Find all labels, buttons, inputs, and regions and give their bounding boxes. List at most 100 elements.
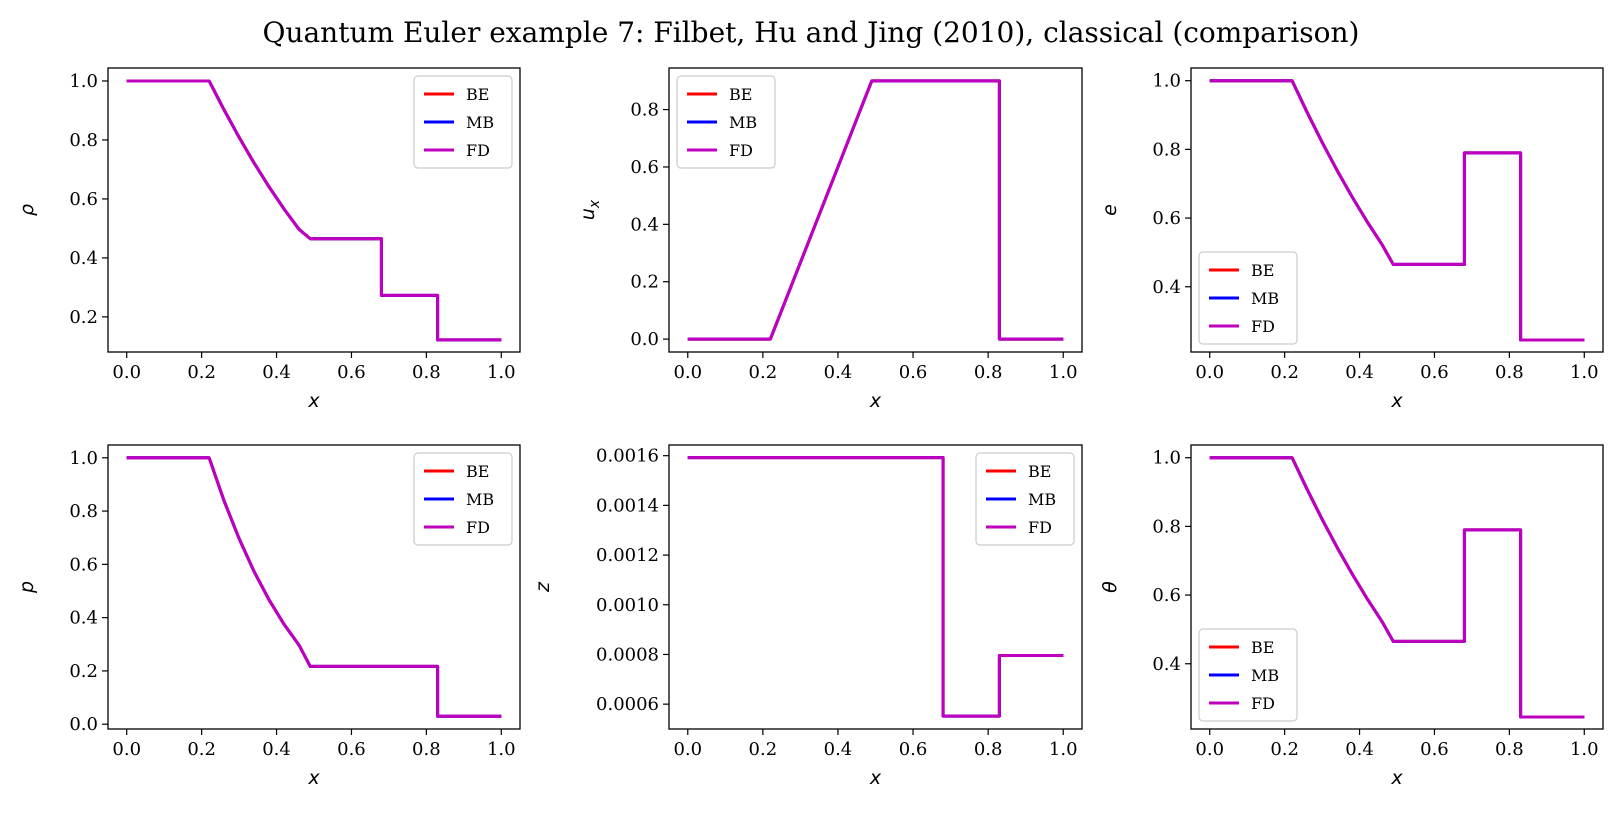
- legend: BE MB FD: [413, 452, 513, 546]
- y-tick-label: 0.4: [69, 248, 98, 269]
- x-axis-label: x: [869, 390, 882, 412]
- y-tick-label: 1.0: [1152, 71, 1181, 92]
- x-tick-label: 0.2: [187, 739, 216, 760]
- axes-frame: [1190, 444, 1604, 730]
- legend-box: [413, 452, 513, 546]
- legend: BE MB FD: [1198, 628, 1298, 722]
- x-tick-label: 0.0: [1195, 362, 1224, 383]
- subplot-3: 0.0 0.2 0.4 0.6 0.8 1.0 0.4 0.6 0.8 1.0 x e BE MB FD: [1099, 67, 1604, 412]
- y-axis-label: ρ: [16, 204, 38, 216]
- x-tick-label: 1.0: [1570, 362, 1599, 383]
- y-tick-label: 0.6: [630, 157, 659, 178]
- y-tick-label: 0.0012: [596, 545, 659, 566]
- y-tick-label: 0.8: [69, 501, 98, 522]
- y-tick-label: 0.0006: [596, 694, 659, 715]
- x-axis-label: x: [307, 767, 320, 789]
- x-tick-label: 0.8: [412, 739, 441, 760]
- series-group: [126, 79, 502, 342]
- legend-label-mb: MB: [466, 113, 494, 132]
- series-group: [687, 79, 1064, 341]
- x-axis-label: x: [1390, 767, 1403, 789]
- x-tick-label: 0.6: [1420, 362, 1449, 383]
- y-tick-label: 0.4: [630, 214, 659, 235]
- axes-frame: [1190, 67, 1604, 353]
- y-tick-label: 0.6: [1152, 208, 1181, 229]
- x-tick-label: 0.8: [974, 362, 1003, 383]
- x-tick-label: 0.6: [899, 362, 928, 383]
- legend-box: [1198, 251, 1298, 345]
- legend-label-mb: MB: [1028, 490, 1056, 509]
- x-tick-label: 0.8: [1495, 739, 1524, 760]
- y-tick-label: 0.6: [1152, 585, 1181, 606]
- series-group: [1209, 79, 1585, 342]
- series-line-fd: [1209, 79, 1585, 342]
- x-tick-label: 0.2: [1270, 739, 1299, 760]
- x-tick-label: 0.0: [112, 739, 141, 760]
- y-tick-label: 0.4: [1152, 654, 1181, 675]
- legend-label-be: BE: [466, 462, 489, 481]
- legend-label-mb: MB: [729, 113, 757, 132]
- axes-frame: [668, 444, 1083, 730]
- legend-label-fd: FD: [729, 141, 753, 160]
- x-tick-label: 0.6: [1420, 739, 1449, 760]
- series-group: [1209, 456, 1585, 719]
- series-line-fd: [687, 79, 1064, 341]
- x-tick-label: 1.0: [487, 362, 516, 383]
- subplot-4: 0.0 0.2 0.4 0.6 0.8 1.0 0.0 0.2 0.4 0.6 0.8 1.0 x p BE…: [16, 444, 521, 789]
- y-axis-label: z: [532, 581, 554, 593]
- x-tick-label: 0.4: [824, 739, 853, 760]
- axes-frame: [668, 67, 1083, 353]
- x-axis-label: x: [307, 390, 320, 412]
- y-tick-label: 0.0: [69, 714, 98, 735]
- legend: BE MB FD: [676, 75, 776, 169]
- x-tick-label: 0.6: [337, 739, 366, 760]
- legend-box: [676, 75, 776, 169]
- y-tick-label: 0.0014: [596, 495, 659, 516]
- legend: BE MB FD: [413, 75, 513, 169]
- legend-label-fd: FD: [1251, 317, 1275, 336]
- x-tick-label: 0.8: [1495, 362, 1524, 383]
- y-tick-label: 1.0: [69, 448, 98, 469]
- series-group: [126, 456, 502, 718]
- y-tick-label: 0.8: [69, 130, 98, 151]
- x-tick-label: 0.2: [749, 362, 778, 383]
- legend-label-mb: MB: [1251, 666, 1279, 685]
- y-tick-label: 0.8: [1152, 516, 1181, 537]
- y-tick-label: 1.0: [1152, 448, 1181, 469]
- subplots-grid: 0.0 0.2 0.4 0.6 0.8 1.0 0.2 0.4 0.6 0.8 1.0 x ρ BE MB F…: [16, 67, 1604, 789]
- x-tick-label: 0.4: [824, 362, 853, 383]
- x-tick-label: 0.2: [1270, 362, 1299, 383]
- axes-frame: [107, 67, 521, 353]
- legend: BE MB FD: [975, 452, 1075, 546]
- legend: BE MB FD: [1198, 251, 1298, 345]
- x-tick-label: 0.0: [673, 362, 702, 383]
- subplot-1: 0.0 0.2 0.4 0.6 0.8 1.0 0.2 0.4 0.6 0.8 1.0 x ρ BE MB F…: [16, 67, 521, 412]
- legend-label-fd: FD: [466, 141, 490, 160]
- figure-title: Quantum Euler example 7: Filbet, Hu and …: [263, 16, 1360, 49]
- legend-label-fd: FD: [466, 518, 490, 537]
- y-axis-label: ux: [577, 199, 603, 220]
- x-tick-label: 0.4: [262, 739, 291, 760]
- y-tick-label: 0.8: [1152, 139, 1181, 160]
- series-line-fd: [687, 456, 1064, 718]
- y-axis-label: p: [16, 581, 38, 594]
- y-axis-label: e: [1099, 204, 1121, 216]
- x-tick-label: 0.0: [673, 739, 702, 760]
- x-tick-label: 0.0: [1195, 739, 1224, 760]
- x-tick-label: 1.0: [1570, 739, 1599, 760]
- x-tick-label: 1.0: [1049, 739, 1078, 760]
- x-tick-label: 0.0: [112, 362, 141, 383]
- x-tick-label: 0.4: [1345, 362, 1374, 383]
- legend-label-fd: FD: [1028, 518, 1052, 537]
- y-tick-label: 0.2: [69, 661, 98, 682]
- legend-label-mb: MB: [466, 490, 494, 509]
- y-tick-label: 0.0: [630, 329, 659, 350]
- axes-frame: [107, 444, 521, 730]
- x-tick-label: 0.8: [412, 362, 441, 383]
- y-tick-label: 0.0008: [596, 644, 659, 665]
- y-axis-label: θ: [1099, 581, 1121, 593]
- legend-label-fd: FD: [1251, 694, 1275, 713]
- y-tick-label: 0.6: [69, 554, 98, 575]
- series-line-fd: [126, 456, 502, 718]
